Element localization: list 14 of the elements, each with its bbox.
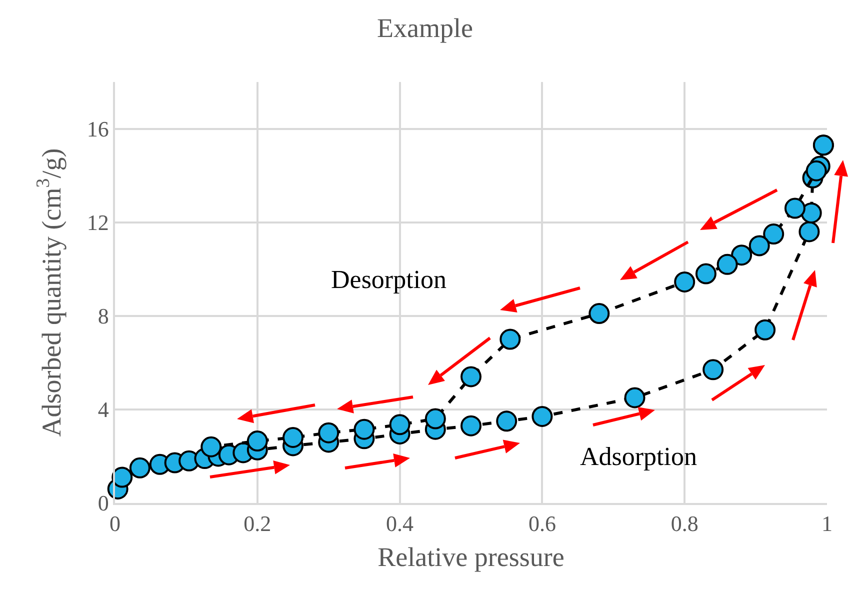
x-tick-label: 1 <box>822 511 832 536</box>
chart-title: Example <box>377 12 473 43</box>
y-tick-label: 12 <box>86 210 109 236</box>
x-tick-label: 0.6 <box>528 511 556 536</box>
y-tick-label: 8 <box>98 304 109 329</box>
text: Desorption <box>331 265 447 294</box>
x-axis-title: Relative pressure <box>378 542 564 572</box>
y-tick-label: 4 <box>98 397 109 422</box>
series-label: Adsorption <box>580 442 697 471</box>
y-tick-label: 0 <box>98 490 109 516</box>
x-tick-label: 0.8 <box>670 511 698 536</box>
x-tick-label: 0.4 <box>386 511 414 536</box>
y-tick-label: 16 <box>86 116 109 142</box>
x-tick-label: 0.2 <box>244 511 272 536</box>
